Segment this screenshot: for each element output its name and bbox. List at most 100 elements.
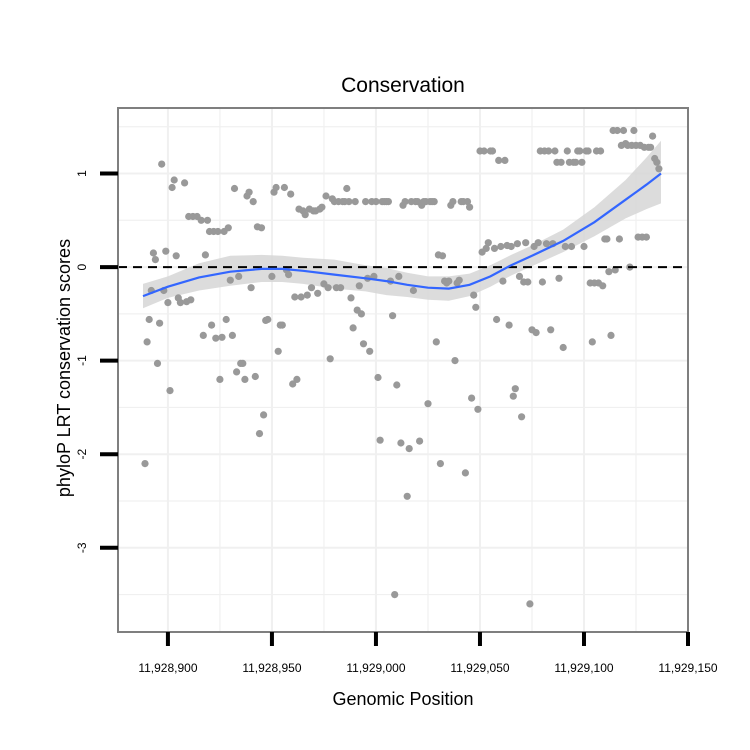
data-point	[257, 224, 266, 232]
y-tick-label: -2	[75, 449, 89, 460]
data-point	[461, 469, 469, 477]
data-point	[403, 492, 411, 500]
data-point	[526, 600, 534, 608]
data-point	[416, 437, 424, 445]
data-point	[156, 319, 164, 327]
data-point	[511, 385, 519, 393]
data-point	[260, 411, 268, 419]
data-point	[538, 278, 547, 286]
data-point	[218, 333, 226, 341]
data-point	[522, 239, 530, 247]
data-point	[455, 276, 463, 284]
data-point	[264, 315, 272, 324]
data-point	[518, 413, 526, 421]
data-point	[630, 126, 638, 135]
data-point	[551, 147, 559, 155]
smooth-fit-line	[142, 172, 662, 298]
data-point	[607, 331, 615, 339]
data-point	[463, 198, 472, 206]
data-point	[366, 347, 374, 355]
data-point	[239, 359, 247, 367]
data-point	[151, 256, 159, 264]
data-point	[359, 340, 368, 348]
data-point	[572, 158, 580, 166]
data-point	[303, 291, 311, 299]
data-point	[468, 394, 476, 402]
data-point	[480, 147, 488, 155]
data-point	[430, 198, 438, 206]
data-point	[605, 268, 613, 276]
data-point	[347, 294, 355, 302]
data-point	[170, 176, 178, 184]
data-point	[642, 233, 651, 241]
data-point	[451, 357, 459, 365]
data-point	[524, 278, 532, 286]
data-point	[272, 183, 280, 192]
data-point	[472, 303, 480, 311]
data-point	[291, 293, 299, 301]
data-point	[580, 242, 588, 251]
data-point	[547, 326, 555, 334]
data-point	[555, 274, 563, 282]
data-point	[567, 242, 576, 251]
data-point	[278, 321, 286, 329]
x-tick-label: 11,928,950	[242, 661, 301, 675]
data-point	[619, 126, 628, 135]
data-point	[615, 235, 624, 243]
data-point	[497, 242, 505, 251]
data-point	[241, 375, 249, 383]
data-point	[216, 375, 224, 383]
data-point	[559, 343, 567, 352]
x-tick-label: 11,928,900	[138, 661, 197, 675]
data-point	[324, 284, 332, 292]
data-point	[515, 272, 524, 280]
data-point	[187, 296, 195, 304]
data-point	[235, 272, 243, 280]
data-point	[355, 282, 363, 290]
data-point	[488, 147, 497, 155]
data-point	[432, 338, 440, 346]
plot-frame	[117, 107, 689, 633]
data-point	[405, 445, 413, 453]
data-point	[343, 184, 351, 193]
data-point	[545, 147, 553, 155]
data-point	[647, 143, 655, 151]
data-point	[372, 198, 380, 206]
data-point	[655, 165, 663, 173]
data-point	[466, 203, 474, 211]
data-point	[230, 184, 239, 193]
data-point	[603, 235, 611, 243]
data-point	[357, 310, 365, 318]
data-point	[233, 368, 241, 376]
y-tick-label: 1	[75, 170, 89, 177]
data-point	[613, 126, 621, 135]
data-point	[289, 380, 297, 388]
data-point	[349, 324, 357, 332]
data-point	[438, 252, 447, 260]
data-point	[362, 198, 370, 206]
data-point	[226, 276, 234, 284]
data-point	[307, 284, 316, 292]
data-point	[474, 405, 482, 413]
data-point	[557, 158, 565, 166]
data-point	[495, 156, 503, 164]
data-point	[203, 216, 212, 224]
points-layer	[141, 126, 663, 608]
data-point	[280, 183, 288, 192]
data-point	[584, 147, 592, 155]
data-point	[197, 216, 205, 224]
data-point	[172, 252, 180, 260]
data-point	[337, 284, 345, 292]
data-point	[247, 284, 255, 292]
y-axis: -3 -2 -1 0 1	[75, 170, 118, 553]
x-tick-label: 11,929,100	[554, 661, 613, 675]
data-point	[391, 591, 399, 599]
data-point	[384, 198, 392, 206]
data-point	[201, 251, 209, 259]
data-point	[322, 192, 330, 200]
data-point	[401, 198, 409, 206]
data-point	[563, 147, 571, 155]
data-point	[611, 266, 619, 274]
data-point	[255, 430, 264, 438]
data-point	[176, 299, 184, 307]
